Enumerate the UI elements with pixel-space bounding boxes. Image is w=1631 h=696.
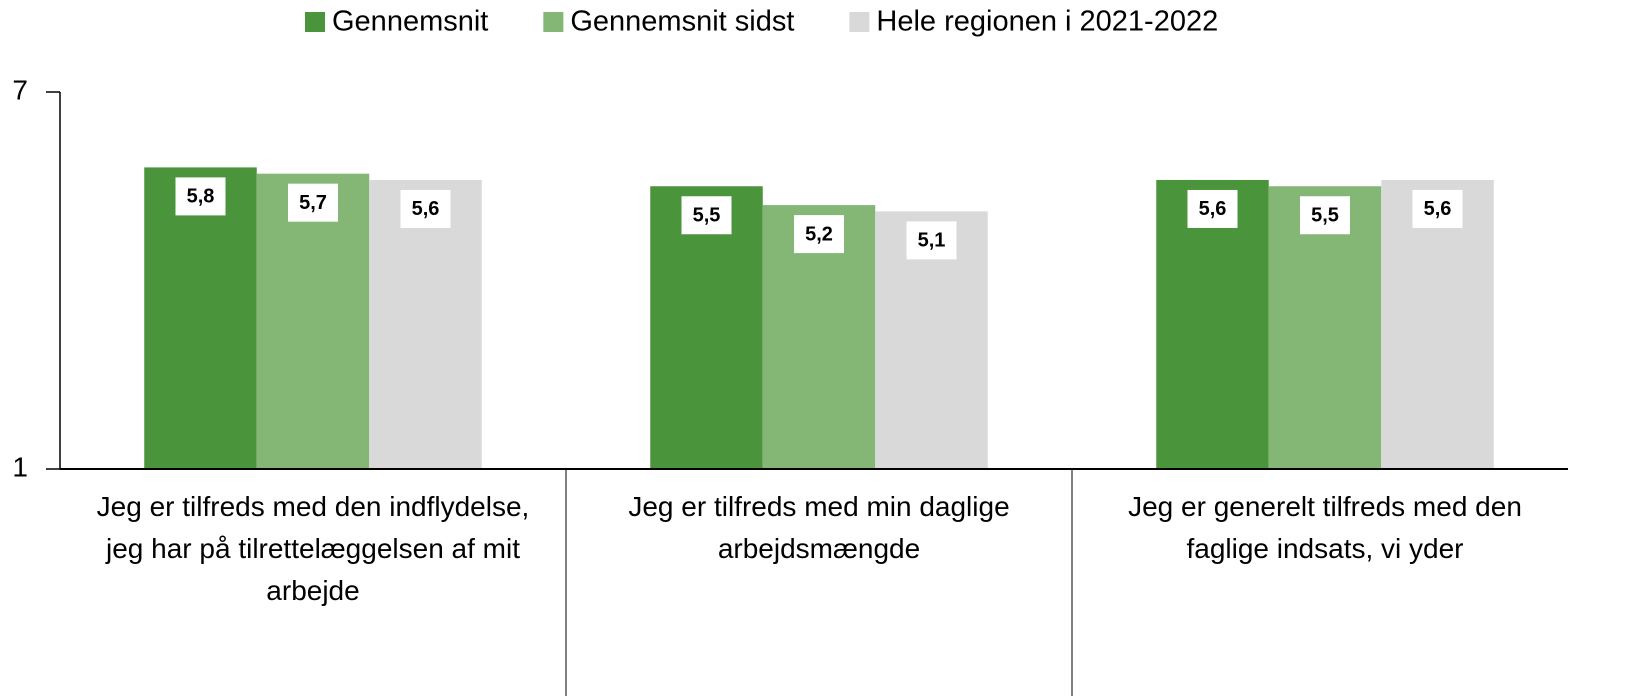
value-label-box bbox=[681, 196, 732, 235]
value-label-box bbox=[400, 189, 451, 228]
value-label: 5,6 bbox=[1424, 198, 1452, 220]
legend-label: Gennemsnit bbox=[332, 6, 488, 38]
y-tick-label: 7 bbox=[12, 74, 28, 105]
x-tick-label: Jeg er tilfreds med min daglige arbejdsm… bbox=[628, 491, 1010, 564]
value-label-box bbox=[175, 177, 226, 216]
value-label: 5,6 bbox=[412, 198, 440, 220]
value-label-box bbox=[288, 183, 338, 222]
value-label: 5,7 bbox=[299, 192, 327, 214]
value-label: 5,8 bbox=[187, 186, 215, 208]
value-label: 5,1 bbox=[918, 230, 946, 252]
bar bbox=[1156, 179, 1269, 469]
legend-swatch bbox=[849, 12, 870, 32]
legend-label: Hele regionen i 2021-2022 bbox=[876, 6, 1218, 38]
bar bbox=[144, 167, 257, 469]
bar bbox=[1381, 179, 1494, 469]
bar bbox=[256, 173, 370, 469]
y-tick-label: 1 bbox=[12, 451, 28, 482]
value-label: 5,5 bbox=[693, 205, 721, 227]
value-label-box bbox=[906, 221, 957, 260]
bar bbox=[369, 179, 482, 469]
x-tick-label: Jeg er generelt tilfreds med den faglige… bbox=[1128, 491, 1522, 564]
value-label-box bbox=[1187, 189, 1238, 228]
x-tick-label: Jeg er tilfreds med den indflydelse, jeg… bbox=[96, 491, 530, 606]
value-label: 5,6 bbox=[1199, 198, 1227, 220]
value-label-box bbox=[1412, 189, 1463, 228]
value-label-box bbox=[794, 215, 844, 254]
legend-swatch bbox=[543, 12, 564, 32]
value-label-box bbox=[1300, 196, 1350, 235]
legend-swatch bbox=[305, 12, 325, 32]
value-label: 5,2 bbox=[805, 223, 833, 245]
legend-label: Gennemsnit sidst bbox=[570, 6, 794, 38]
value-label: 5,5 bbox=[1311, 205, 1339, 227]
